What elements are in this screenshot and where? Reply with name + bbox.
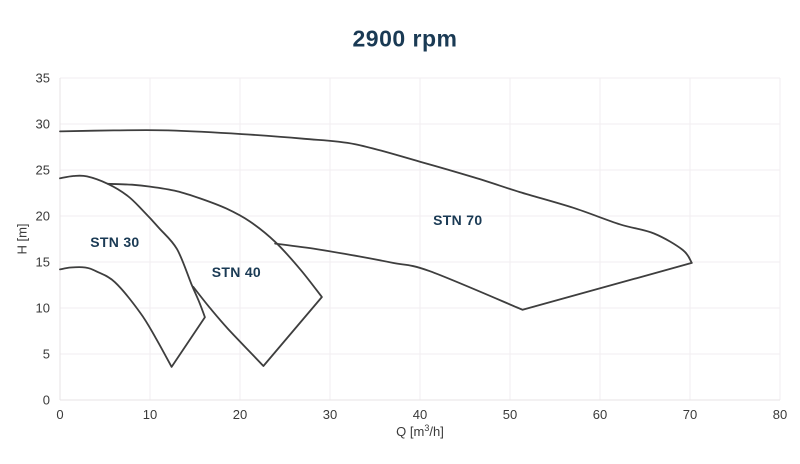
- y-tick-label: 30: [35, 116, 50, 132]
- envelope-curve-stn-40: [106, 182, 323, 367]
- x-axis-label-pre: Q [m: [396, 424, 425, 440]
- x-tick-label: 80: [772, 407, 788, 422]
- y-tick-label: 20: [35, 208, 50, 224]
- region-label-stn-70: STN 70: [433, 211, 483, 228]
- x-axis-label-post: /h]: [429, 424, 444, 440]
- chart-title: 2900 rpm: [352, 25, 458, 52]
- envelope-curve-stn-70: [59, 129, 693, 311]
- region-label-stn-30: STN 30: [90, 233, 140, 250]
- x-axis-label-superscript: 3: [424, 422, 430, 433]
- region-label-stn-40: STN 40: [211, 264, 262, 281]
- x-tick-label: 70: [682, 407, 698, 422]
- y-tick-label: 0: [42, 392, 50, 408]
- x-tick-label: 0: [56, 407, 64, 422]
- y-tick-label: 15: [35, 254, 50, 270]
- x-tick-label: 40: [412, 407, 428, 422]
- x-tick-label: 20: [232, 407, 248, 422]
- x-tick-label: 50: [502, 407, 518, 422]
- y-tick-label: 35: [35, 70, 50, 86]
- y-tick-label: 10: [35, 300, 50, 316]
- y-tick-label: 25: [35, 162, 50, 178]
- y-tick-label: 5: [42, 346, 50, 362]
- x-axis-label: Q [m3/h]: [396, 423, 444, 439]
- x-tick-label: 60: [592, 407, 608, 422]
- x-tick-label: 10: [142, 407, 158, 422]
- envelope-curve-stn-30: [59, 174, 206, 368]
- x-tick-label: 30: [322, 407, 338, 422]
